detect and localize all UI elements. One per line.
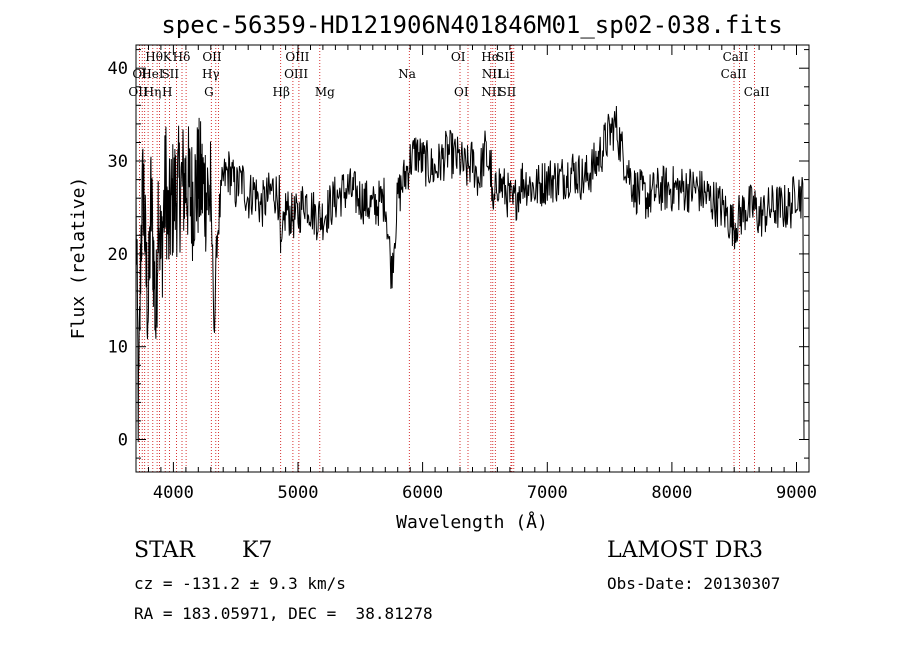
y-axis-label: Flux (relative)	[68, 177, 89, 340]
line-label: Mg	[315, 85, 335, 99]
object-subclass: K7	[242, 538, 273, 563]
line-label: NII	[482, 67, 502, 81]
line-label: Hβ	[272, 85, 289, 99]
line-label: SII	[161, 67, 179, 81]
line-label: HeI	[141, 67, 164, 81]
y-tick-label: 0	[118, 431, 128, 451]
line-label: OIII	[285, 50, 309, 64]
survey-name: LAMOST DR3	[607, 538, 763, 563]
line-label: SII	[496, 50, 514, 64]
line-label: CaII	[723, 50, 749, 64]
line-label: H	[162, 85, 172, 99]
line-label: OI	[451, 50, 466, 64]
velocity-readout: cz = -131.2 ± 9.3 km/s	[134, 574, 346, 593]
line-label: Hγ	[202, 67, 220, 81]
coordinates-readout: RA = 183.05971, DEC = 38.81278	[134, 604, 433, 623]
line-label: OI	[454, 85, 469, 99]
line-label: Hθ	[145, 50, 163, 64]
line-label: SII	[499, 85, 517, 99]
x-tick-label: 6000	[402, 483, 443, 503]
chart-title: spec-56359-HD121906N401846M01_sp02-038.f…	[161, 11, 782, 39]
line-label: OIII	[284, 67, 308, 81]
line-label: OII	[128, 85, 148, 99]
line-label: Hδ	[173, 50, 191, 64]
y-tick-label: 20	[108, 245, 128, 265]
x-tick-label: 4000	[153, 483, 194, 503]
line-label: Hα	[481, 50, 500, 64]
x-tick-label: 9000	[776, 483, 817, 503]
x-tick-label: 5000	[278, 483, 319, 503]
x-tick-label: 7000	[527, 483, 568, 503]
y-tick-label: 30	[108, 152, 128, 172]
y-tick-label: 40	[108, 59, 128, 79]
plot-frame	[135, 44, 810, 473]
x-axis-label: Wavelength (Å)	[396, 511, 548, 533]
y-tick-label: 10	[108, 338, 128, 358]
line-label: K	[163, 50, 173, 64]
line-label: G	[204, 85, 214, 99]
object-class: STAR	[134, 538, 195, 563]
line-label: NII	[481, 85, 501, 99]
line-label: Li	[498, 67, 510, 81]
y-axis-ticks: 0 10 20 30 40	[108, 49, 809, 459]
spectral-line-markers	[138, 45, 755, 472]
line-label: Hη	[144, 85, 162, 99]
observation-date: Obs-Date: 20130307	[607, 574, 781, 593]
line-label: OII	[202, 50, 222, 64]
x-axis-ticks: 4000 5000 6000 7000 8000 9000	[148, 45, 817, 503]
line-label: CaII	[721, 67, 747, 81]
line-label: Na	[398, 67, 416, 81]
line-label: CaII	[744, 85, 770, 99]
x-tick-label: 8000	[651, 483, 692, 503]
spectrum-series-line	[135, 105, 805, 443]
